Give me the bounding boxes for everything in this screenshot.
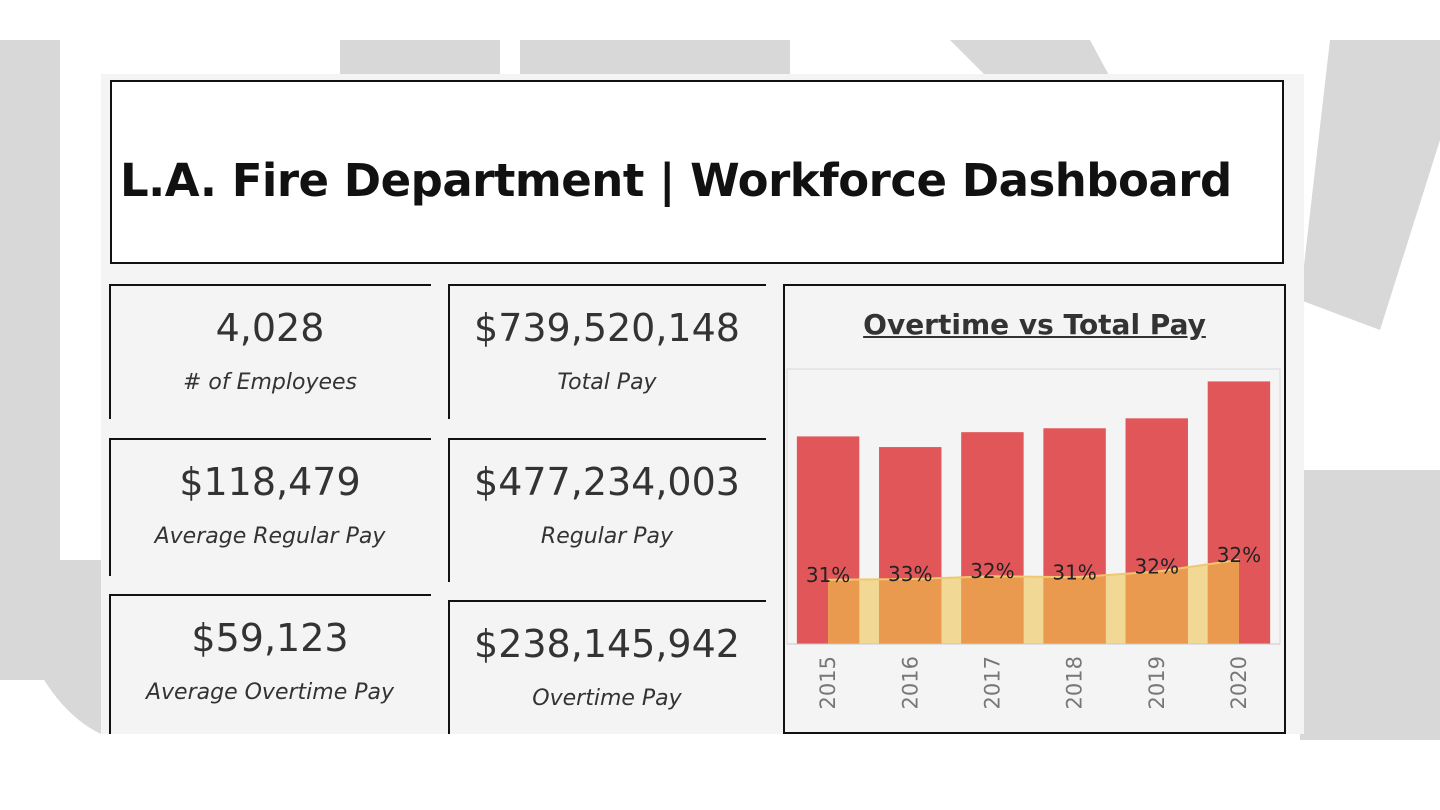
kpi-border-top (109, 284, 431, 286)
title-container: L.A. Fire Department | Workforce Dashboa… (110, 80, 1284, 264)
chart-title: Overtime vs Total Pay (863, 308, 1206, 341)
data-label-2020: 32% (1217, 543, 1261, 567)
kpi-label: Total Pay (557, 370, 657, 395)
x-tick-label-2018: 2018 (1063, 656, 1087, 709)
kpi-label: Regular Pay (540, 524, 674, 549)
kpi-border-top (109, 438, 431, 440)
kpi-label: # of Employees (182, 370, 358, 395)
kpi-border-top (448, 438, 766, 440)
kpi-border-left (109, 284, 111, 419)
x-tick-label-2019: 2019 (1145, 656, 1169, 709)
kpi-border-left (448, 438, 450, 582)
kpi-value: $739,520,148 (474, 306, 740, 350)
dashboard: L.A. Fire Department | Workforce Dashboa… (101, 74, 1304, 734)
kpi-avg-regular-pay: $118,479 Average Regular Pay (109, 438, 431, 576)
kpi-value: 4,028 (215, 306, 325, 350)
data-label-2015: 31% (806, 563, 850, 587)
kpi-border-left (448, 284, 450, 419)
kpi-value: $118,479 (179, 460, 361, 504)
page-title: L.A. Fire Department | Workforce Dashboa… (120, 154, 1232, 207)
data-label-2018: 31% (1052, 560, 1096, 584)
kpi-border-left (448, 600, 450, 734)
kpi-avg-overtime-pay: $59,123 Average Overtime Pay (109, 594, 431, 734)
x-tick-label-2016: 2016 (898, 656, 922, 709)
x-tick-label-2017: 2017 (980, 656, 1004, 709)
x-tick-label-2015: 2015 (816, 656, 840, 709)
kpi-value: $238,145,942 (474, 622, 740, 666)
kpi-total-pay: $739,520,148 Total Pay (448, 284, 766, 419)
data-label-2017: 32% (970, 559, 1014, 583)
kpi-value: $59,123 (191, 616, 349, 660)
chart-plot: 31% 33% 32% 31% 32% 32% 2015 2016 2017 2018 2019 20… (786, 368, 1281, 709)
data-label-2016: 33% (888, 562, 932, 586)
data-label-2019: 32% (1135, 555, 1179, 579)
kpi-border-top (448, 284, 766, 286)
kpi-border-left (109, 594, 111, 734)
x-tick-label-2020: 2020 (1227, 656, 1251, 709)
kpi-label: Average Regular Pay (154, 524, 386, 549)
kpi-value: $477,234,003 (474, 460, 740, 504)
kpi-border-top (448, 600, 766, 602)
overtime-pay-line (828, 558, 1240, 581)
kpi-border-top (109, 594, 431, 596)
kpi-label: Overtime Pay (532, 686, 682, 711)
kpi-label: Average Overtime Pay (145, 680, 394, 705)
overtime-vs-total-pay-chart: Overtime vs Total Pay 31% 33% 32% 31% 32% 32%… (783, 284, 1286, 734)
kpi-employees: 4,028 # of Employees (109, 284, 431, 419)
kpi-overtime-pay: $238,145,942 Overtime Pay (448, 600, 766, 734)
kpi-border-left (109, 438, 111, 576)
kpi-regular-pay: $477,234,003 Regular Pay (448, 438, 766, 582)
